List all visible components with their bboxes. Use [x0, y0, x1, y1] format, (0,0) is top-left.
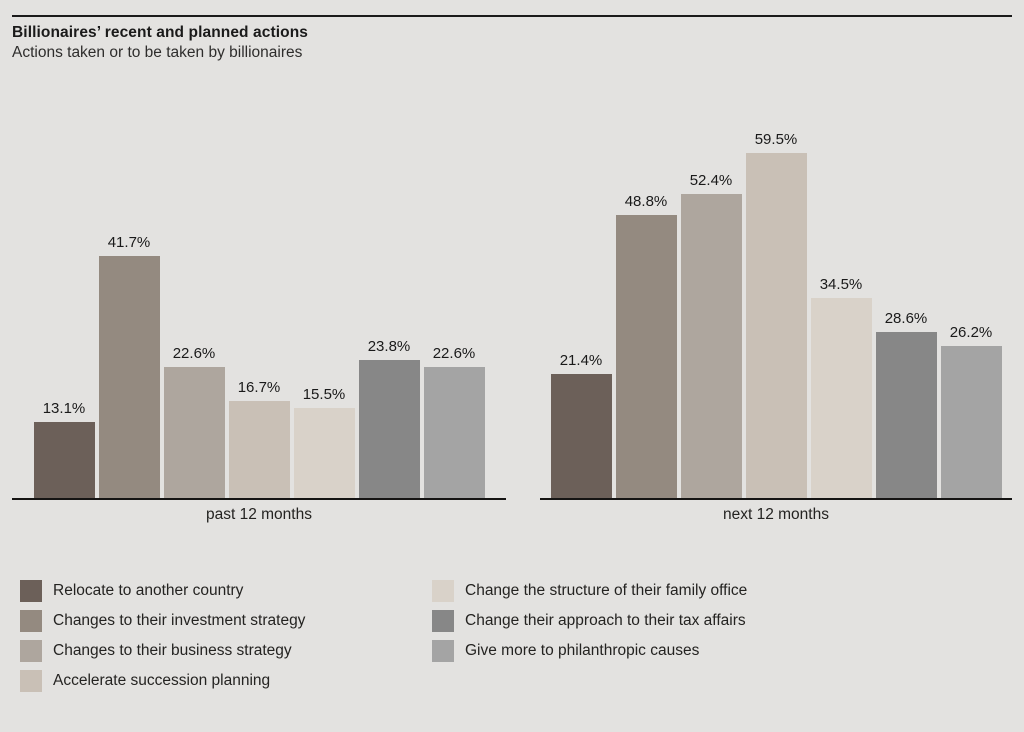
bar-value-label: 41.7% — [107, 234, 151, 252]
bar-change-their-approach-to-their-tax-affairs — [358, 360, 420, 498]
bar-value-label: 13.1% — [42, 400, 86, 417]
legend-item-changes-to-their-business-strategy: Changes to their business strategy — [20, 640, 432, 662]
bar-column-0-4: 15.5% — [293, 386, 355, 498]
bar-value-label: 21.4% — [559, 351, 603, 369]
legend-swatch — [20, 640, 42, 662]
bar-column-0-5: 23.8% — [358, 338, 420, 498]
bar-value-label: 59.5% — [754, 130, 798, 148]
legend-item-change-their-approach-to-their-tax-affairs: Change their approach to their tax affai… — [432, 610, 747, 632]
legend-label: Changes to their business strategy — [53, 642, 292, 659]
legend-item-give-more-to-philanthropic-causes: Give more to philanthropic causes — [432, 640, 747, 662]
legend-item-accelerate-succession-planning: Accelerate succession planning — [20, 670, 432, 692]
legend-label: Relocate to another country — [53, 582, 244, 599]
bar-column-0-1: 41.7% — [98, 234, 160, 498]
bar-chart: 13.1% 41.7% 22.6% 16.7% 15.5% 23.8% 22.6% past… — [12, 98, 1012, 524]
bar-changes-to-their-business-strategy — [163, 366, 225, 498]
chart-header: Billionaires’ recent and planned actions… — [12, 15, 1012, 62]
bar-change-the-structure-of-their-family-office — [293, 408, 355, 498]
bar-value-label: 22.6% — [172, 344, 216, 362]
bar-column-0-0: 13.1% — [33, 400, 95, 498]
bar-column-0-2: 22.6% — [163, 344, 225, 498]
bar-changes-to-their-business-strategy — [680, 194, 742, 498]
bar-change-the-structure-of-their-family-office — [810, 297, 872, 498]
bar-value-label: 26.2% — [949, 324, 993, 341]
bar-relocate-to-another-country — [33, 422, 95, 498]
bar-change-their-approach-to-their-tax-affairs — [875, 332, 937, 498]
chart-title: Billionaires’ recent and planned actions — [12, 24, 308, 41]
legend-column-2: Change the structure of their family off… — [432, 580, 747, 692]
legend-swatch — [20, 580, 42, 602]
bar-column-1-5: 28.6% — [875, 310, 937, 498]
legend-item-change-the-structure-of-their-family-office: Change the structure of their family off… — [432, 580, 747, 602]
bar-column-0-3: 16.7% — [228, 379, 290, 498]
legend-label: Change their approach to their tax affai… — [465, 612, 746, 629]
bar-give-more-to-philanthropic-causes — [423, 366, 485, 498]
bar-value-label: 15.5% — [302, 386, 346, 404]
bar-column-1-1: 48.8% — [615, 193, 677, 498]
bar-column-1-0: 21.4% — [550, 351, 612, 498]
bar-value-label: 16.7% — [237, 379, 281, 397]
legend-label: Change the structure of their family off… — [465, 582, 748, 599]
bar-column-1-3: 59.5% — [745, 130, 807, 498]
bar-accelerate-succession-planning — [745, 152, 807, 498]
bar-value-label: 28.6% — [884, 310, 928, 328]
bar-value-label: 22.6% — [432, 344, 476, 362]
bar-accelerate-succession-planning — [228, 401, 290, 498]
bar-value-label: 34.5% — [819, 275, 863, 293]
chart-subtitle: Actions taken or to be taken by billiona… — [12, 44, 303, 61]
bar-changes-to-their-investment-strategy — [98, 256, 160, 498]
legend-label: Changes to their investment strategy — [53, 612, 306, 629]
bar-value-label: 52.4% — [689, 172, 733, 190]
bar-relocate-to-another-country — [550, 373, 612, 498]
legend-item-relocate-to-another-country: Relocate to another country — [20, 580, 432, 602]
legend-swatch — [20, 670, 42, 692]
chart-legend: Relocate to another country Changes to th… — [20, 580, 1012, 692]
bar-group-next-12-months: 21.4% 48.8% 52.4% 59.5% 34.5% 28.6% 26.2% next… — [540, 98, 1012, 524]
bar-give-more-to-philanthropic-causes — [940, 346, 1002, 498]
legend-label: Accelerate succession planning — [53, 672, 271, 689]
bar-column-0-6: 22.6% — [423, 344, 485, 498]
legend-swatch — [432, 580, 454, 602]
legend-swatch — [20, 610, 42, 632]
bar-column-1-2: 52.4% — [680, 172, 742, 498]
bar-value-label: 23.8% — [367, 338, 411, 355]
bars-next-12-months: 21.4% 48.8% 52.4% 59.5% 34.5% 28.6% 26.2% — [540, 98, 1012, 500]
legend-item-changes-to-their-investment-strategy: Changes to their investment strategy — [20, 610, 432, 632]
bars-past-12-months: 13.1% 41.7% 22.6% 16.7% 15.5% 23.8% 22.6% — [12, 98, 506, 500]
legend-swatch — [432, 610, 454, 632]
legend-swatch — [432, 640, 454, 662]
bar-changes-to-their-investment-strategy — [615, 215, 677, 498]
bar-column-1-4: 34.5% — [810, 275, 872, 498]
legend-label: Give more to philanthropic causes — [465, 642, 700, 659]
legend-column-1: Relocate to another country Changes to th… — [20, 580, 432, 692]
axis-label-next-12-months: next 12 months — [723, 506, 829, 523]
axis-label-past-12-months: past 12 months — [206, 506, 312, 523]
bar-column-1-6: 26.2% — [940, 324, 1002, 498]
bar-value-label: 48.8% — [624, 193, 668, 210]
bar-group-past-12-months: 13.1% 41.7% 22.6% 16.7% 15.5% 23.8% 22.6% past… — [12, 98, 506, 524]
